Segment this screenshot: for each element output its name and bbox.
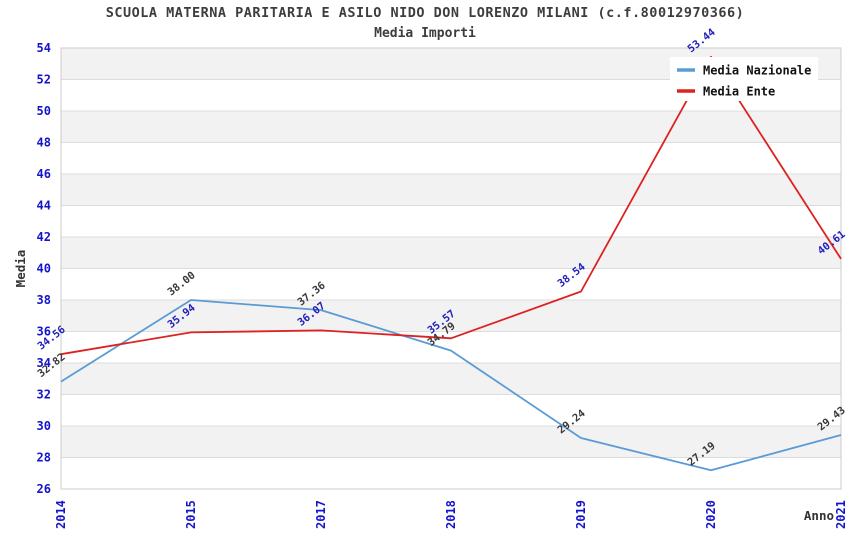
chart-subtitle: Media Importi	[374, 26, 476, 41]
y-tick-label: 30	[37, 419, 51, 433]
x-axis-title: Anno	[804, 508, 834, 523]
grid-band	[61, 174, 841, 206]
y-tick-label: 50	[37, 104, 51, 118]
grid-band	[61, 363, 841, 395]
plot-border	[60, 47, 842, 490]
y-axis-title: Media	[13, 250, 28, 288]
grid-band	[61, 268, 841, 300]
grid-band	[61, 142, 841, 174]
y-tick-label: 38	[37, 293, 51, 307]
y-tick-label: 36	[37, 325, 51, 339]
y-tick-label: 52	[37, 73, 51, 87]
grid-band	[61, 237, 841, 269]
chart-title: SCUOLA MATERNA PARITARIA E ASILO NIDO DO…	[105, 5, 745, 21]
grid-band	[61, 300, 841, 332]
legend-box	[670, 57, 818, 101]
x-tick-label: 2015	[184, 500, 198, 529]
series-line-media-ente	[60, 55, 842, 356]
grid-band	[61, 111, 841, 143]
x-tick-label: 2014	[54, 500, 68, 529]
series-line-media-nazionale	[60, 299, 842, 472]
legend-label-media-ente: Media Ente	[703, 85, 775, 99]
y-tick-label: 34	[37, 356, 51, 370]
y-tick-label: 54	[37, 41, 51, 55]
legend-label-media-nazionale: Media Nazionale	[703, 64, 811, 78]
x-tick-label: 2019	[574, 500, 588, 529]
x-tick-label: 2021	[834, 500, 848, 529]
y-tick-label: 44	[37, 199, 51, 213]
y-tick-label: 40	[37, 262, 51, 276]
grid-band	[61, 426, 841, 458]
y-tick-label: 32	[37, 388, 51, 402]
x-tick-label: 2020	[704, 500, 718, 529]
y-tick-label: 46	[37, 167, 51, 181]
x-tick-label: 2017	[314, 500, 328, 529]
y-tick-label: 26	[37, 482, 51, 496]
grid-band	[61, 394, 841, 426]
grid-band	[61, 205, 841, 237]
grid-band	[61, 331, 841, 363]
y-tick-label: 48	[37, 136, 51, 150]
y-tick-label: 28	[37, 451, 51, 465]
x-tick-label: 2018	[444, 500, 458, 529]
grid-band	[61, 457, 841, 489]
y-tick-label: 42	[37, 230, 51, 244]
